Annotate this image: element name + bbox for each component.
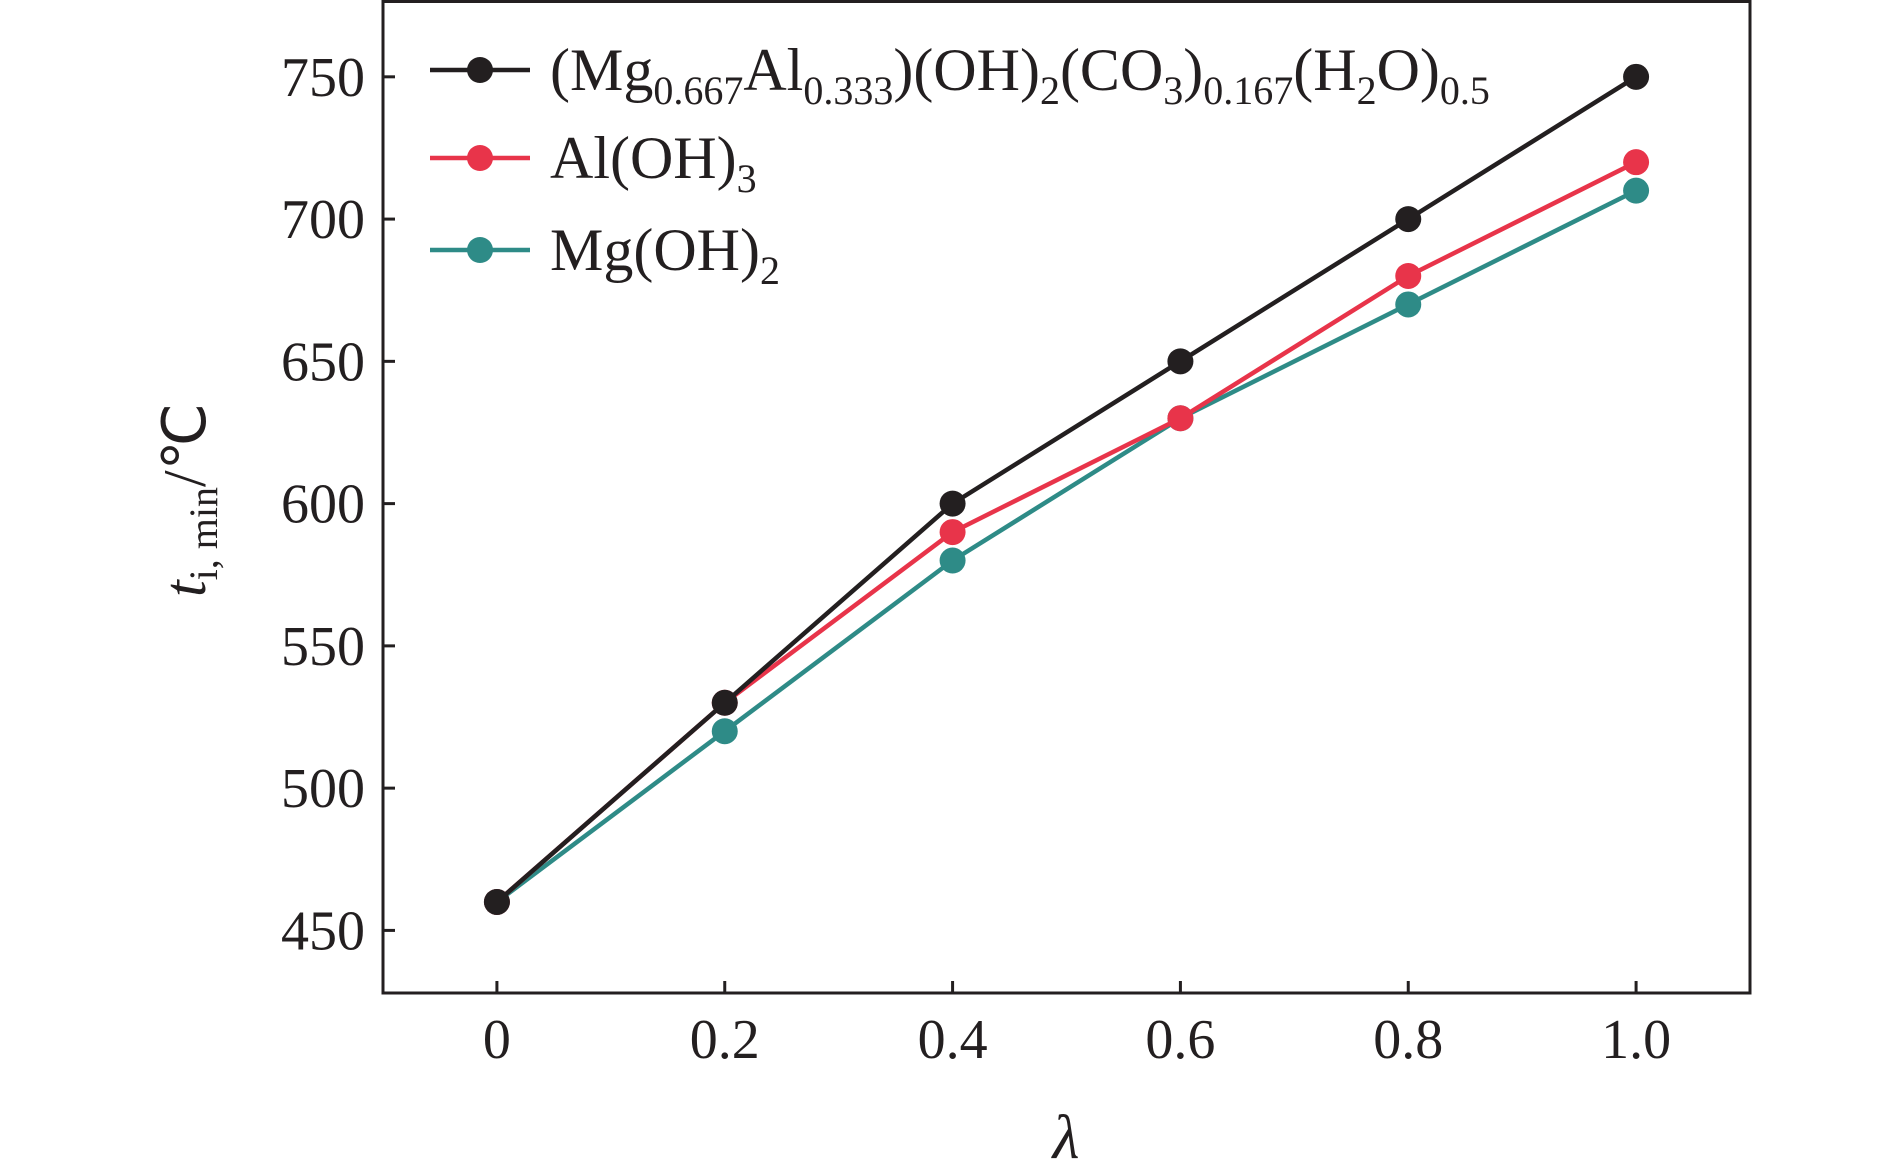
y-axis-title: ti, min/℃ [152, 403, 226, 597]
y-tick-label: 700 [281, 189, 365, 251]
data-point [1623, 149, 1650, 176]
y-tick-label: 450 [281, 900, 365, 962]
data-point [711, 689, 738, 716]
legend-label: Mg(OH)2 [550, 217, 780, 293]
data-point [483, 888, 510, 915]
y-axis-title-unit: /℃ [152, 403, 218, 487]
legend: (Mg0.667Al0.333)(OH)2(CO3)0.167(H2O)0.5 A… [430, 37, 1490, 293]
y-axis: 450 500 550 600 650 700 750 [281, 47, 395, 962]
plot-frame [381, 0, 1752, 995]
x-tick-label: 0.6 [1145, 1009, 1215, 1071]
data-point [711, 718, 738, 745]
legend-entry-3: Mg(OH)2 [430, 217, 780, 293]
plot-area [381, 0, 1752, 995]
x-tick-label: 0.4 [918, 1009, 988, 1071]
data-point [939, 519, 966, 546]
data-point [939, 547, 966, 574]
legend-label: (Mg0.667Al0.333)(OH)2(CO3)0.167(H2O)0.5 [550, 37, 1490, 113]
data-point [1395, 206, 1422, 233]
legend-label: Al(OH)3 [550, 125, 757, 201]
data-point [1167, 405, 1194, 432]
y-tick-label: 550 [281, 616, 365, 678]
legend-entry-1: (Mg0.667Al0.333)(OH)2(CO3)0.167(H2O)0.5 [430, 37, 1490, 113]
legend-entry-2: Al(OH)3 [430, 125, 757, 201]
series-1 [483, 63, 1650, 915]
series-layer [483, 63, 1650, 915]
x-axis-title: λ [1051, 1104, 1080, 1172]
series-3 [483, 177, 1650, 915]
data-point [1395, 291, 1422, 318]
data-point [1395, 262, 1422, 289]
y-axis-title-main: t [152, 579, 218, 597]
x-tick-label: 1.0 [1601, 1009, 1671, 1071]
legend-marker [467, 145, 493, 171]
data-point [1623, 63, 1650, 90]
data-point [1623, 177, 1650, 204]
x-axis: 0 0.2 0.4 0.6 0.8 1.0 [483, 981, 1671, 1071]
data-point [939, 490, 966, 517]
legend-marker [467, 57, 493, 83]
x-tick-label: 0 [483, 1009, 511, 1071]
series-line [495, 74, 1638, 904]
data-point [1167, 348, 1194, 375]
y-axis-title-subscript: i, min [181, 487, 226, 580]
y-tick-label: 750 [281, 47, 365, 109]
legend-marker [467, 237, 493, 263]
x-tick-label: 0.2 [690, 1009, 760, 1071]
y-tick-label: 650 [281, 331, 365, 393]
series-line [495, 188, 1638, 904]
y-tick-label: 600 [281, 474, 365, 536]
x-tick-label: 0.8 [1373, 1009, 1443, 1071]
y-tick-label: 500 [281, 758, 365, 820]
